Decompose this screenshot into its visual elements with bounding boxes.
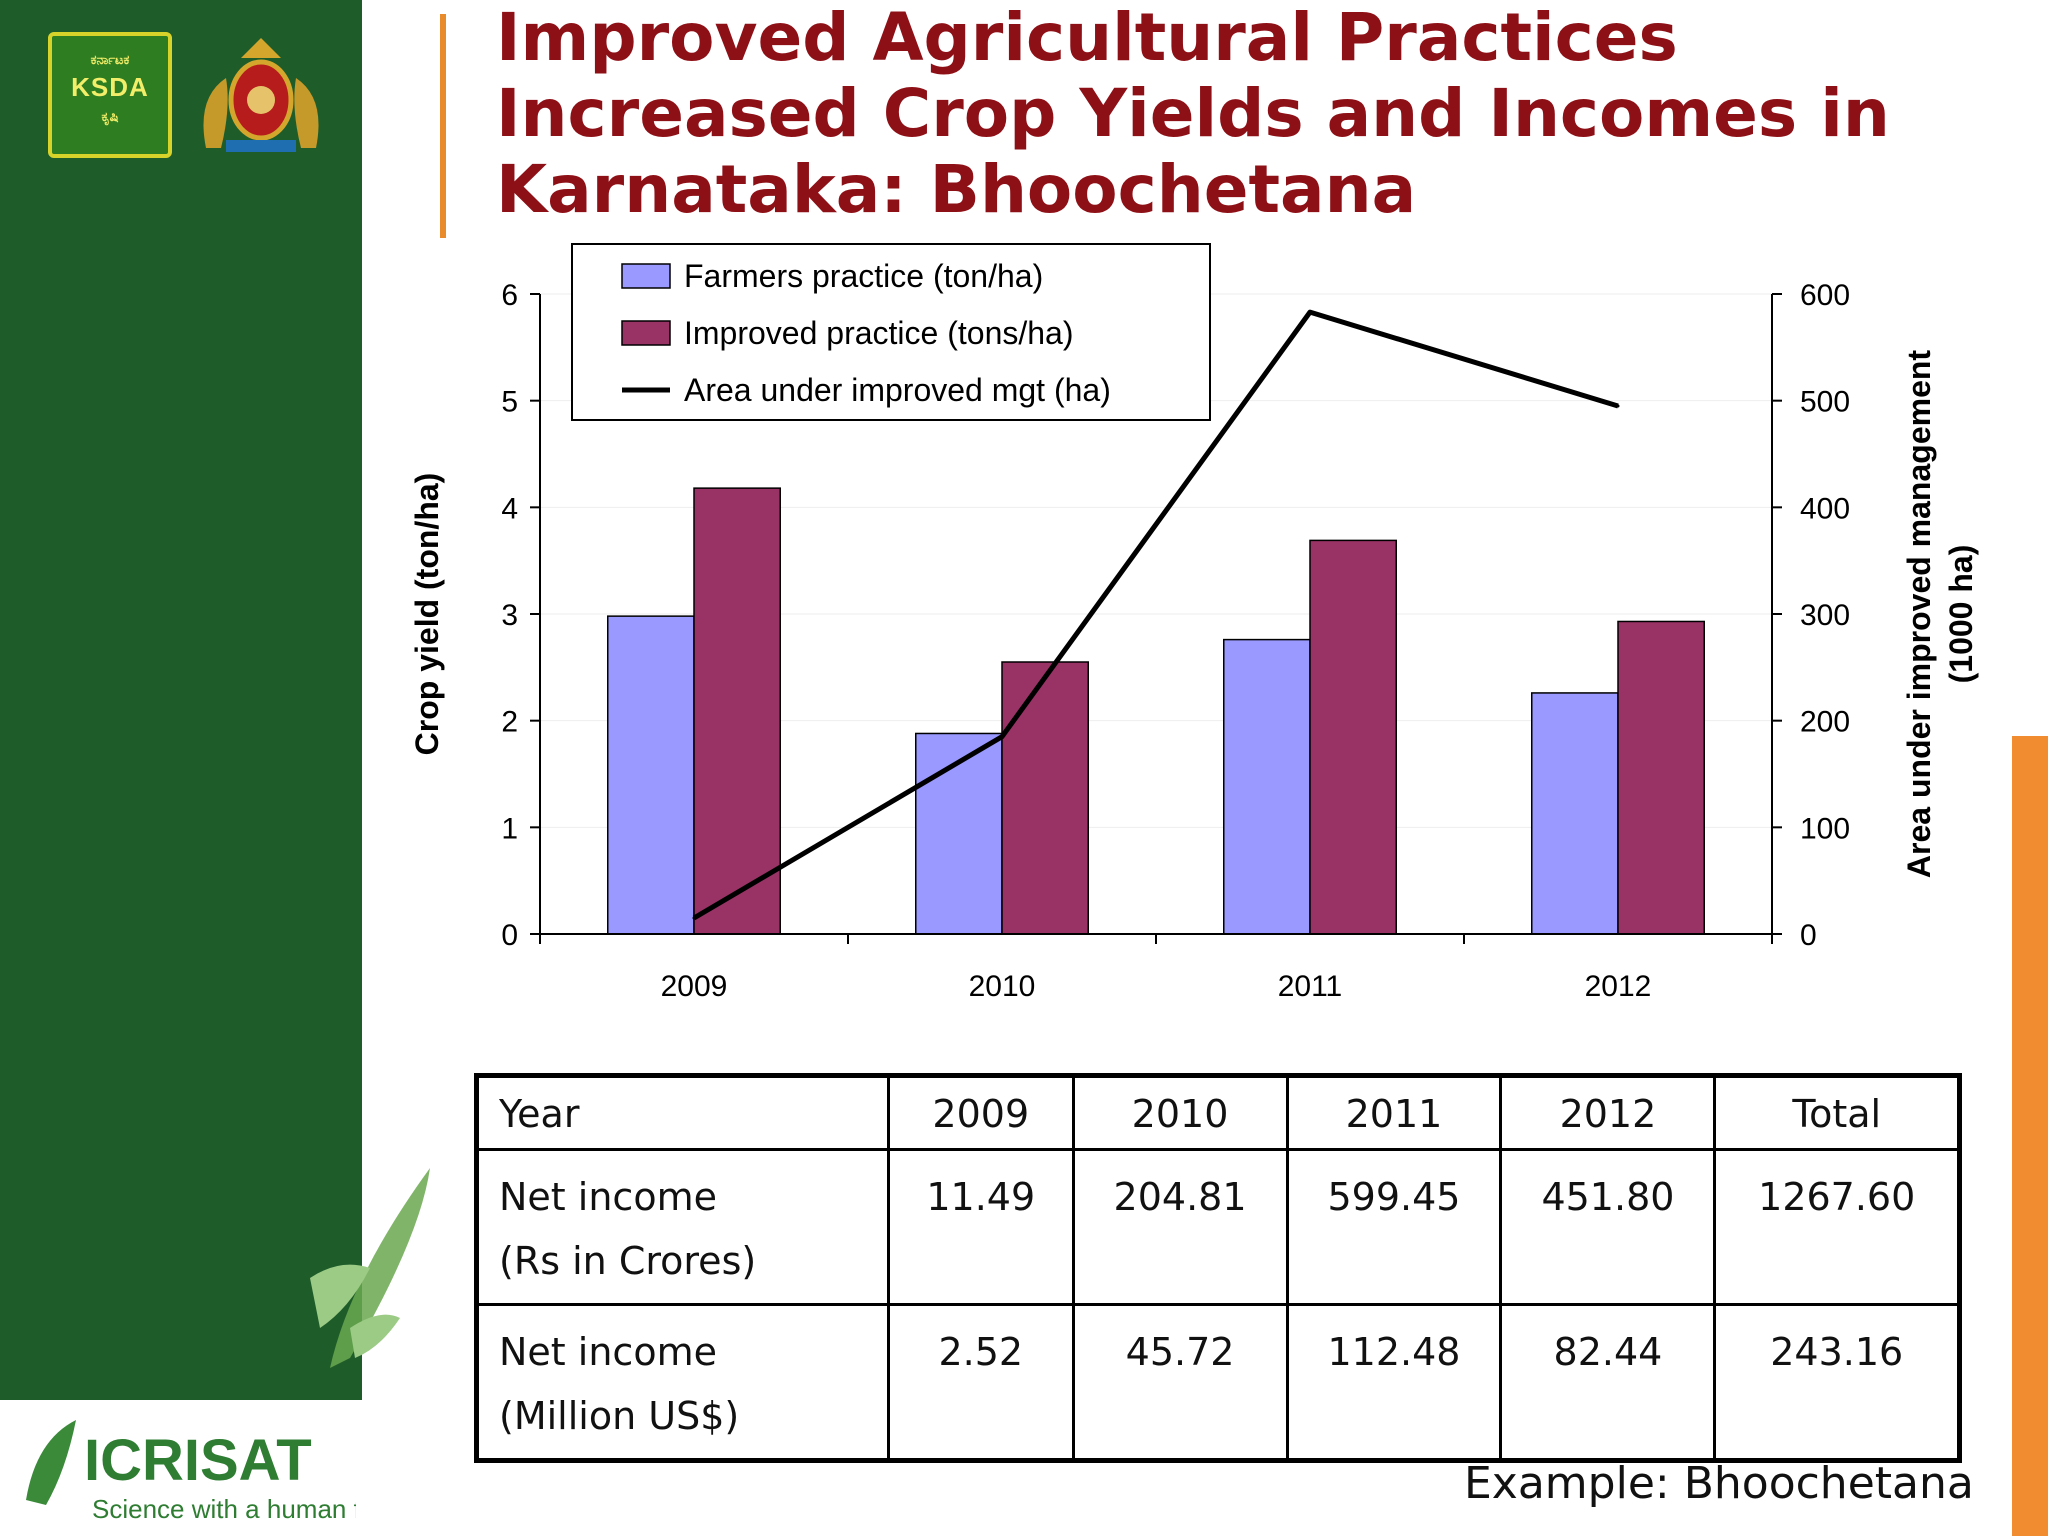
table-header-cell: Total — [1713, 1074, 1961, 1151]
y-tick-label: 2 — [501, 706, 518, 739]
y2-tick-label: 300 — [1800, 599, 1850, 632]
bar-improved-2009 — [693, 487, 781, 935]
legend-box — [571, 243, 1211, 421]
table-cell: 11.49 — [887, 1148, 1075, 1306]
right-accent-bar — [2012, 736, 2048, 1536]
left-sidebar — [0, 0, 362, 1400]
area-point-2011 — [1308, 310, 1312, 314]
icrisat-name: ICRISAT — [84, 1428, 312, 1493]
y-tick-label: 4 — [501, 492, 518, 525]
row-label: Net income (Rs in Crores) — [475, 1148, 890, 1306]
area-line — [692, 309, 1619, 921]
area-point-2012 — [1616, 404, 1620, 408]
table-cell: 599.45 — [1285, 1148, 1503, 1306]
bar-farmers-2012 — [1531, 692, 1619, 935]
area-point-2010 — [1000, 735, 1004, 739]
y2-tick-label: 200 — [1800, 706, 1850, 739]
y-tick-label: 0 — [501, 919, 518, 952]
karnataka-emblem-icon — [203, 38, 319, 152]
legend-swatch — [621, 320, 671, 346]
net-income-table: Year 2009 2010 2011 2012 Total Net incom… — [474, 1073, 1962, 1463]
table-cell: 1267.60 — [1713, 1148, 1961, 1306]
y2-axis-title-units: (1000 ha) — [1943, 545, 1979, 684]
table-header-cell: Year — [475, 1074, 890, 1151]
table-cell: 204.81 — [1071, 1148, 1289, 1306]
table-header-cell: 2011 — [1285, 1074, 1503, 1151]
chart-layer: 0 1 2 3 4 5 6 0 100 200 300 400 500 600 2009 2010 2011 20… — [410, 243, 1979, 1003]
yield-area-chart: 0 1 2 3 4 5 6 0 100 200 300 400 500 600 2009 2010 2011 20… — [410, 243, 1979, 1003]
table-row: Net income (Rs in Crores) 11.49 204.81 59… — [475, 1148, 1961, 1306]
y-tick-label: 3 — [501, 599, 518, 632]
table-cell: 82.44 — [1499, 1303, 1717, 1462]
y2-tick-label: 400 — [1800, 492, 1850, 525]
footer-caption: Example: Bhoochetana — [1464, 1458, 1974, 1509]
bar-improved-2012 — [1617, 620, 1705, 935]
legend-label: Improved practice (tons/ha) — [684, 315, 1074, 351]
x-tick-label: 2010 — [969, 970, 1036, 1003]
table-header-cell: 2009 — [887, 1074, 1075, 1151]
y-tick-label: 5 — [501, 386, 518, 419]
table-cell: 451.80 — [1499, 1148, 1717, 1306]
table-cell: 2.52 — [887, 1303, 1075, 1462]
y2-tick-label: 100 — [1800, 812, 1850, 845]
icrisat-tagline: Science with a human face — [92, 1494, 356, 1524]
table-cell: 45.72 — [1071, 1303, 1289, 1462]
y-axis-title: Crop yield (ton/ha) — [410, 473, 445, 756]
y2-tick-label: 600 — [1800, 279, 1850, 312]
table-header-cell: 2012 — [1499, 1074, 1717, 1151]
legend-swatch — [621, 263, 671, 289]
table-row: Net income (Million US$) 2.52 45.72 112.4… — [475, 1303, 1961, 1462]
x-tick-label: 2012 — [1585, 970, 1652, 1003]
y2-axis-title: Area under improved management — [1901, 350, 1937, 878]
bar-improved-2010 — [1001, 661, 1089, 935]
icrisat-logo: ICRISAT Science with a human face — [26, 1420, 356, 1524]
y-tick-label: 1 — [501, 812, 518, 845]
table-cell: 112.48 — [1285, 1303, 1503, 1462]
y2-tick-label: 500 — [1800, 386, 1850, 419]
wheat-leaf-icon — [310, 1168, 430, 1368]
bar-improved-2011 — [1309, 539, 1397, 935]
table-header-row: Year 2009 2010 2011 2012 Total — [475, 1074, 1961, 1151]
title-accent-bar — [440, 14, 446, 238]
area-point-2009 — [692, 916, 696, 920]
legend-label: Farmers practice (ton/ha) — [684, 258, 1043, 294]
bar-farmers-2009 — [607, 615, 695, 935]
x-tick-label: 2011 — [1278, 970, 1343, 1003]
legend-label: Area under improved mgt (ha) — [684, 372, 1111, 408]
table-cell: 243.16 — [1713, 1303, 1961, 1462]
y-tick-label: 6 — [501, 279, 518, 312]
slide-title: Improved Agricultural Practices Increase… — [496, 0, 1890, 228]
x-tick-label: 2009 — [661, 970, 728, 1003]
ksda-logo: ಕರ್ನಾಟಕ KSDA ಕೃಷಿ — [48, 32, 172, 158]
y2-tick-label: 0 — [1800, 919, 1817, 952]
bar-farmers-2010 — [915, 732, 1003, 935]
row-label: Net income (Million US$) — [475, 1303, 890, 1462]
table-header-cell: 2010 — [1071, 1074, 1289, 1151]
bar-farmers-2011 — [1223, 638, 1311, 935]
